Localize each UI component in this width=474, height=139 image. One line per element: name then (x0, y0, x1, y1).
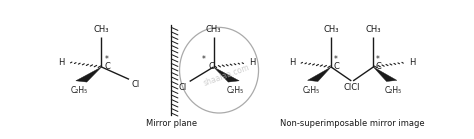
Text: *: * (201, 55, 205, 64)
Text: *: * (104, 55, 109, 64)
Text: CH₃: CH₃ (94, 25, 109, 34)
Text: C: C (333, 62, 339, 71)
Text: C₂H₅: C₂H₅ (227, 86, 244, 95)
Polygon shape (308, 67, 331, 81)
Text: Cl: Cl (132, 80, 140, 89)
Text: C₂H₅: C₂H₅ (71, 86, 88, 95)
Polygon shape (213, 67, 239, 82)
Text: Cl: Cl (179, 83, 187, 91)
Polygon shape (374, 67, 397, 81)
Text: C₂H₅: C₂H₅ (385, 86, 402, 95)
Text: *: * (333, 55, 337, 64)
Text: H: H (409, 58, 415, 67)
Text: H: H (289, 58, 295, 67)
Text: Mirror plane: Mirror plane (146, 119, 197, 128)
Text: CH₃: CH₃ (206, 25, 221, 34)
Text: C: C (208, 62, 214, 71)
Polygon shape (76, 67, 101, 82)
Text: CH₃: CH₃ (365, 25, 381, 34)
Text: C₂H₅: C₂H₅ (302, 86, 319, 95)
Text: C: C (375, 62, 382, 71)
Text: ClCl: ClCl (344, 83, 360, 91)
Text: *: * (375, 55, 379, 64)
Text: shaalaa.com: shaalaa.com (202, 63, 251, 88)
Text: H: H (58, 58, 65, 67)
Text: H: H (249, 58, 255, 67)
Text: C: C (104, 62, 110, 71)
Text: CH₃: CH₃ (323, 25, 339, 34)
Text: Non-superimposable mirror image: Non-superimposable mirror image (280, 119, 425, 128)
